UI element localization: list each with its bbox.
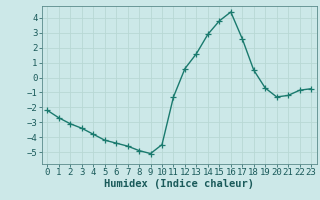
X-axis label: Humidex (Indice chaleur): Humidex (Indice chaleur) (104, 179, 254, 189)
